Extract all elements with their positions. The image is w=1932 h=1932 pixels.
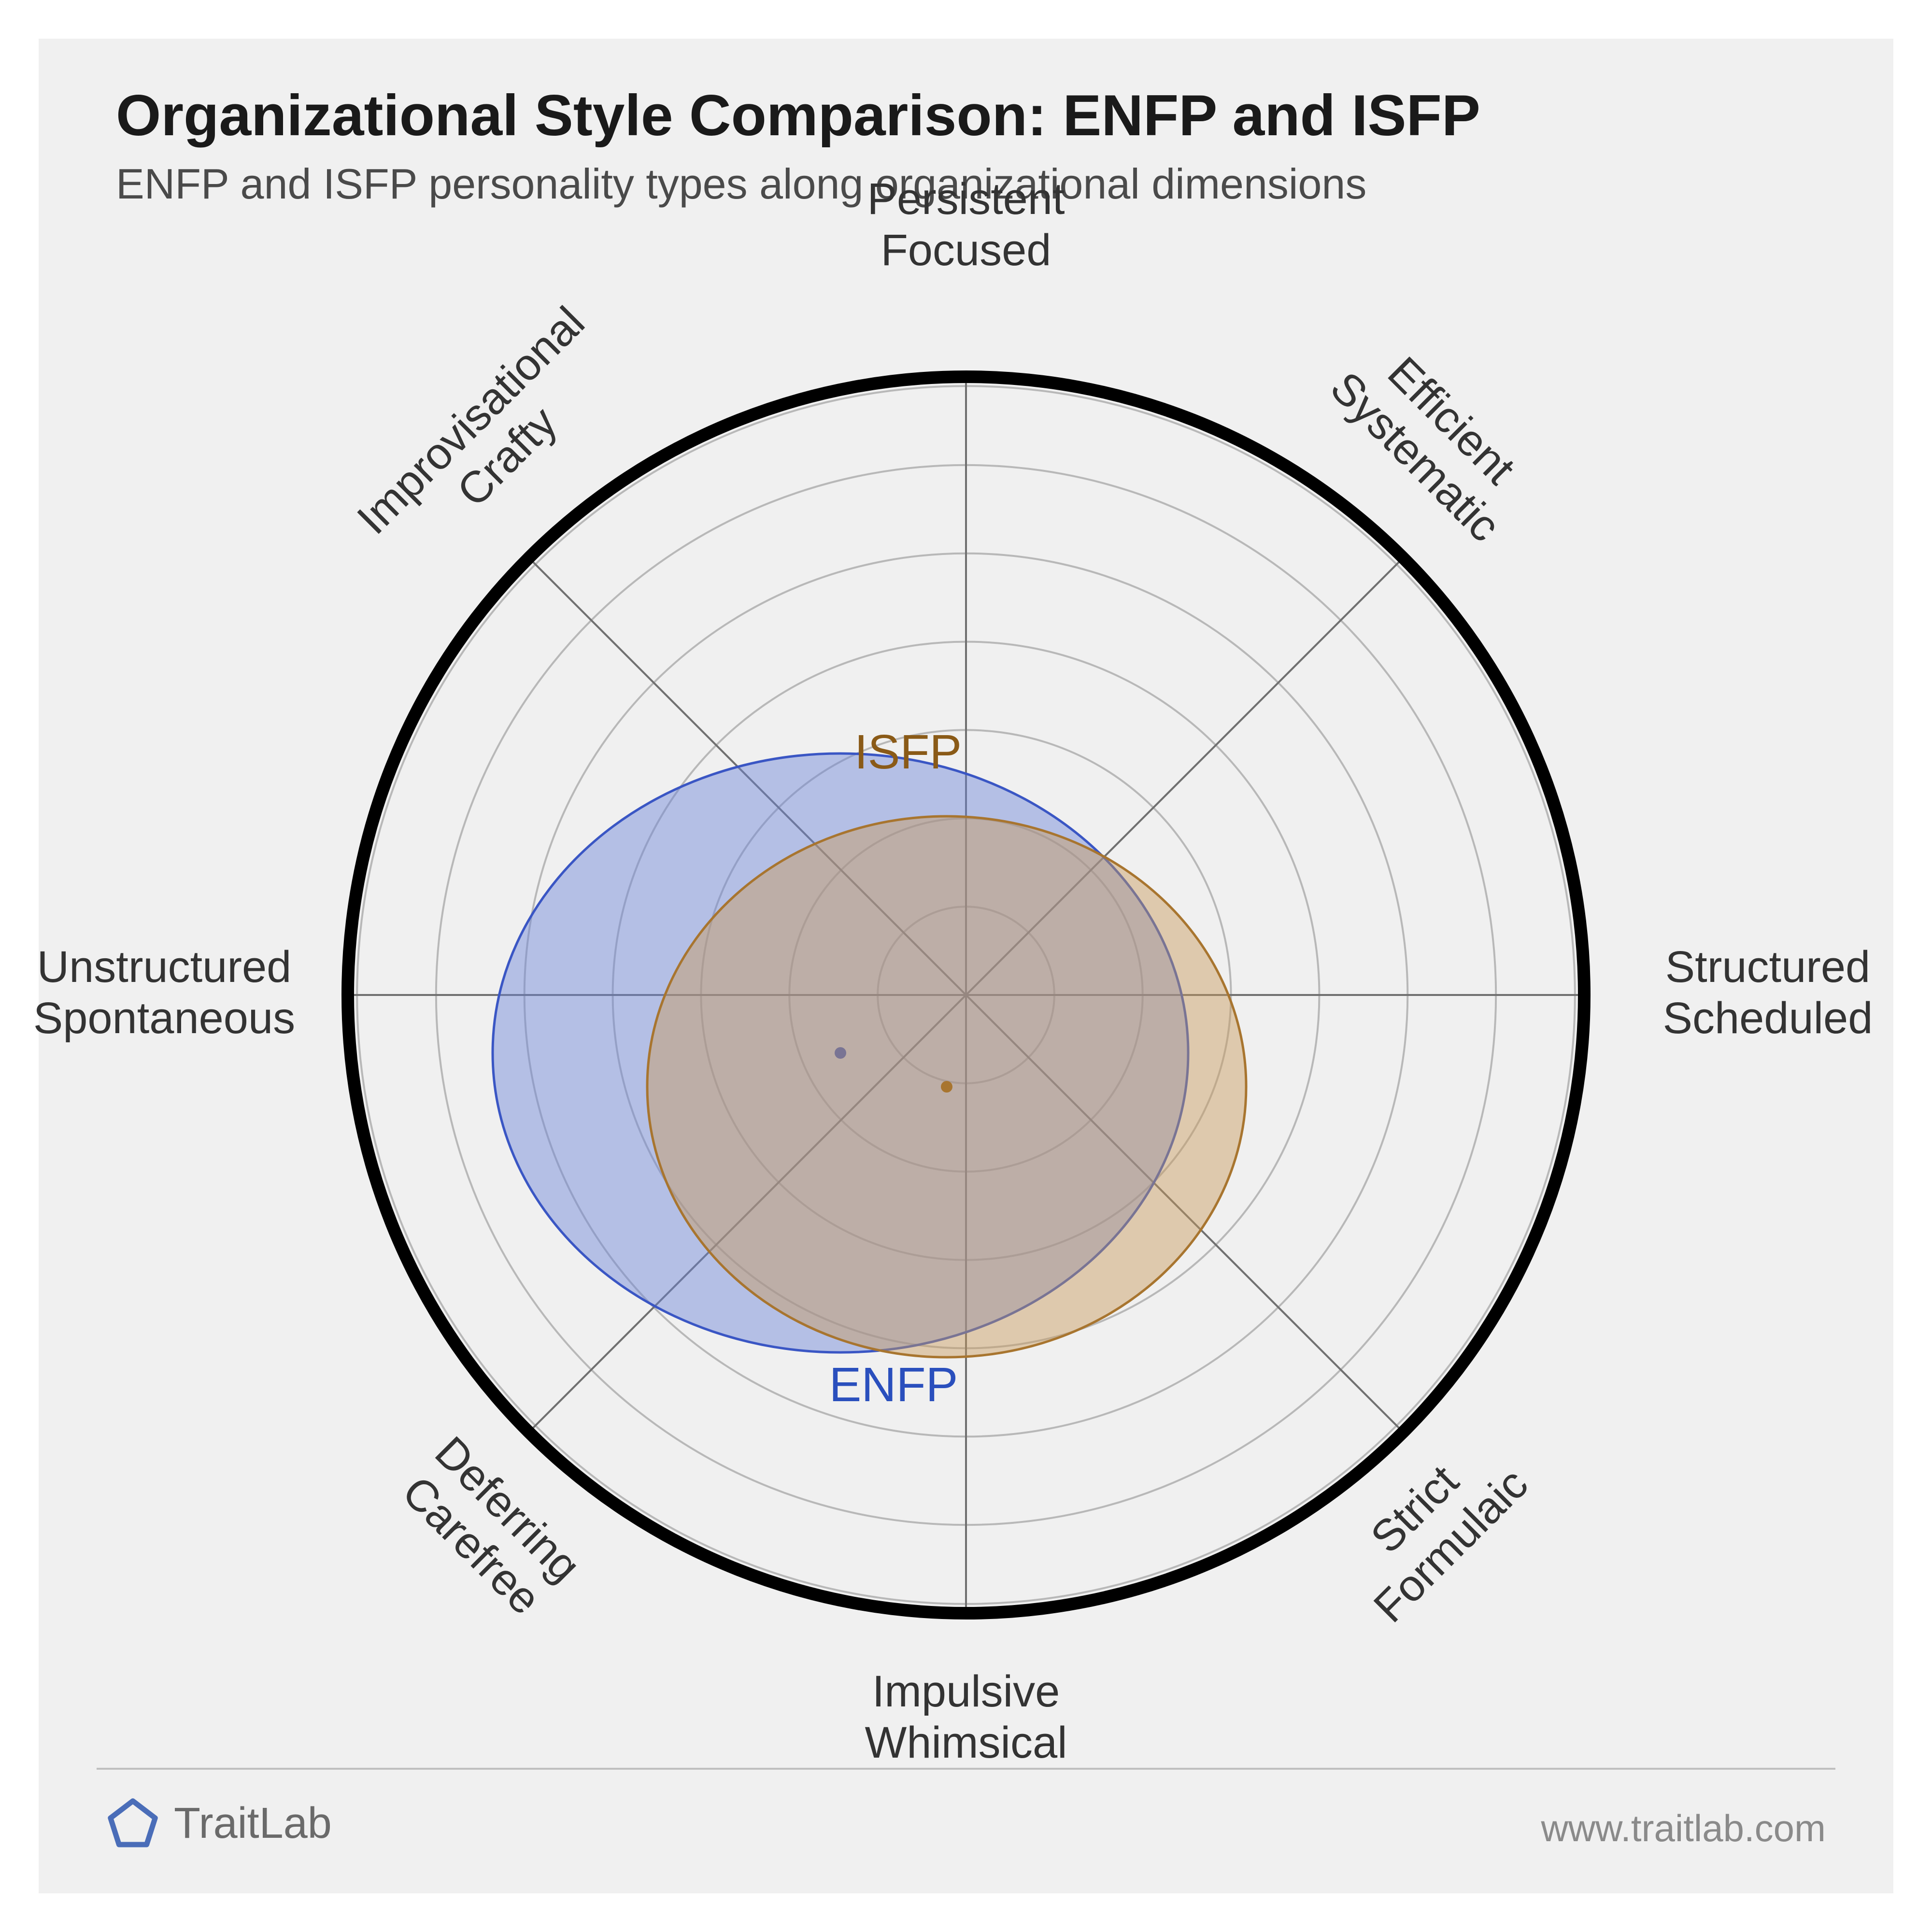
- source-url: www.traitlab.com: [1541, 1806, 1826, 1850]
- axis-label: Unstructured Spontaneous: [0, 942, 357, 1044]
- brand-block: TraitLab: [106, 1797, 332, 1850]
- axis-label: Structured Scheduled: [1575, 942, 1932, 1044]
- chart-subtitle: ENFP and ISFP personality types along or…: [116, 159, 1366, 209]
- series-label-enfp: ENFP: [821, 1357, 966, 1413]
- chart-panel: Organizational Style Comparison: ENFP an…: [39, 39, 1893, 1893]
- radar-chart: Persistent FocusedEfficient SystematicSt…: [39, 213, 1893, 1758]
- series-label-isfp: ISFP: [836, 724, 980, 780]
- brand-logo-icon: [106, 1797, 159, 1850]
- footer-divider: [97, 1768, 1835, 1770]
- axis-label: Persistent Focused: [773, 174, 1159, 276]
- axis-label: Impulsive Whimsical: [773, 1666, 1159, 1769]
- brand-name: TraitLab: [174, 1799, 332, 1848]
- chart-title: Organizational Style Comparison: ENFP an…: [116, 82, 1480, 149]
